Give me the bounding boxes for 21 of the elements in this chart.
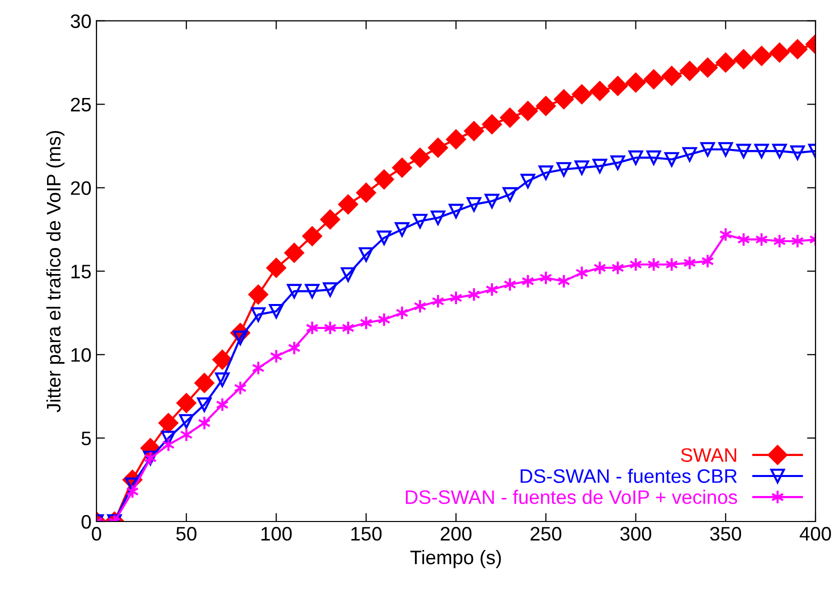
- y-tick-label: 10: [71, 348, 91, 362]
- y-tick-label: 25: [70, 98, 91, 112]
- y-tick-label: 0: [82, 514, 91, 529]
- x-tick-label: 250: [530, 526, 562, 541]
- x-tick-label: 100: [262, 526, 292, 541]
- x-tick-label: 50: [176, 526, 196, 541]
- x-tick-label: 350: [710, 526, 742, 541]
- y-tick-label: 15: [71, 264, 91, 278]
- x-tick-label: 0: [92, 526, 102, 541]
- x-tick-label: 400: [800, 526, 831, 541]
- legend-label: DS-SWAN - fuentes de VoIP + vecinos: [406, 490, 738, 504]
- y-tick-label: 5: [82, 432, 91, 446]
- y-tick-label: 30: [70, 14, 91, 28]
- x-tick-label: 150: [351, 526, 382, 541]
- x-tick-label: 200: [440, 526, 472, 541]
- x-tick-label: 300: [620, 526, 652, 541]
- legend-label: SWAN: [681, 448, 736, 462]
- legend-label: DS-SWAN - fuentes CBR: [520, 468, 737, 484]
- x-axis-title: Tiempo (s): [410, 550, 501, 568]
- y-tick-label: 20: [70, 181, 91, 195]
- y-axis-title: Jitter para el trafico de VoIP (ms): [46, 130, 64, 412]
